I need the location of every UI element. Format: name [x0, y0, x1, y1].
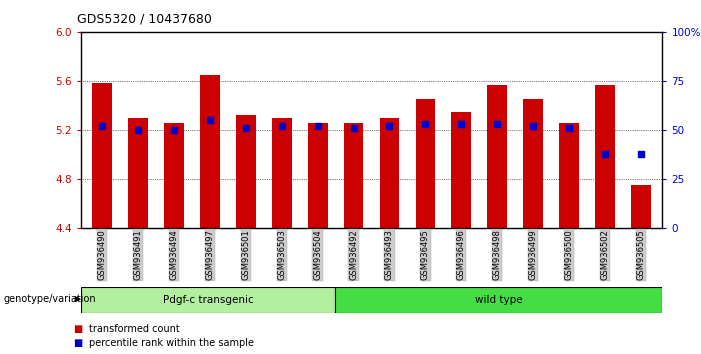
Bar [236, 115, 256, 228]
Point [491, 121, 503, 127]
Bar [93, 84, 112, 228]
Text: wild type: wild type [475, 295, 523, 305]
Text: GSM936502: GSM936502 [601, 229, 609, 280]
Point [132, 127, 144, 133]
Bar [380, 118, 400, 228]
Point [168, 127, 179, 133]
Text: ■: ■ [74, 338, 83, 348]
Text: GSM936503: GSM936503 [277, 229, 286, 280]
Bar [523, 99, 543, 228]
Point [240, 125, 252, 131]
Bar [164, 123, 184, 228]
Point [599, 151, 611, 156]
FancyBboxPatch shape [81, 287, 335, 313]
Text: genotype/variation: genotype/variation [4, 294, 96, 304]
Point [97, 123, 108, 129]
Bar [416, 99, 435, 228]
Text: Pdgf-c transgenic: Pdgf-c transgenic [163, 295, 253, 305]
Text: GSM936500: GSM936500 [564, 229, 573, 280]
Bar [559, 123, 579, 228]
Text: GSM936498: GSM936498 [493, 229, 502, 280]
Point [635, 151, 646, 156]
Bar [128, 118, 148, 228]
Bar [487, 85, 507, 228]
Text: GSM936494: GSM936494 [170, 229, 179, 280]
Text: GSM936505: GSM936505 [637, 229, 646, 280]
Text: GSM936497: GSM936497 [205, 229, 215, 280]
Bar [595, 85, 615, 228]
Point [564, 125, 575, 131]
Point [420, 121, 431, 127]
Text: GSM936496: GSM936496 [457, 229, 466, 280]
Point [312, 123, 323, 129]
Text: percentile rank within the sample: percentile rank within the sample [89, 338, 254, 348]
Point [528, 123, 539, 129]
Bar [451, 112, 471, 228]
Text: GDS5320 / 10437680: GDS5320 / 10437680 [77, 12, 212, 25]
Bar [343, 123, 363, 228]
Bar [272, 118, 292, 228]
Bar [200, 75, 220, 228]
Text: GSM936499: GSM936499 [529, 229, 538, 280]
Point [384, 123, 395, 129]
Text: transformed count: transformed count [89, 324, 179, 333]
Text: GSM936495: GSM936495 [421, 229, 430, 280]
Point [204, 118, 215, 123]
Point [276, 123, 287, 129]
Point [348, 125, 359, 131]
Point [456, 121, 467, 127]
Bar [308, 123, 327, 228]
Bar [631, 185, 651, 228]
Text: GSM936493: GSM936493 [385, 229, 394, 280]
Text: GSM936491: GSM936491 [134, 229, 142, 280]
Text: GSM936504: GSM936504 [313, 229, 322, 280]
Text: GSM936492: GSM936492 [349, 229, 358, 280]
FancyBboxPatch shape [335, 287, 662, 313]
Text: ■: ■ [74, 324, 83, 333]
Text: GSM936490: GSM936490 [97, 229, 107, 280]
Text: GSM936501: GSM936501 [241, 229, 250, 280]
